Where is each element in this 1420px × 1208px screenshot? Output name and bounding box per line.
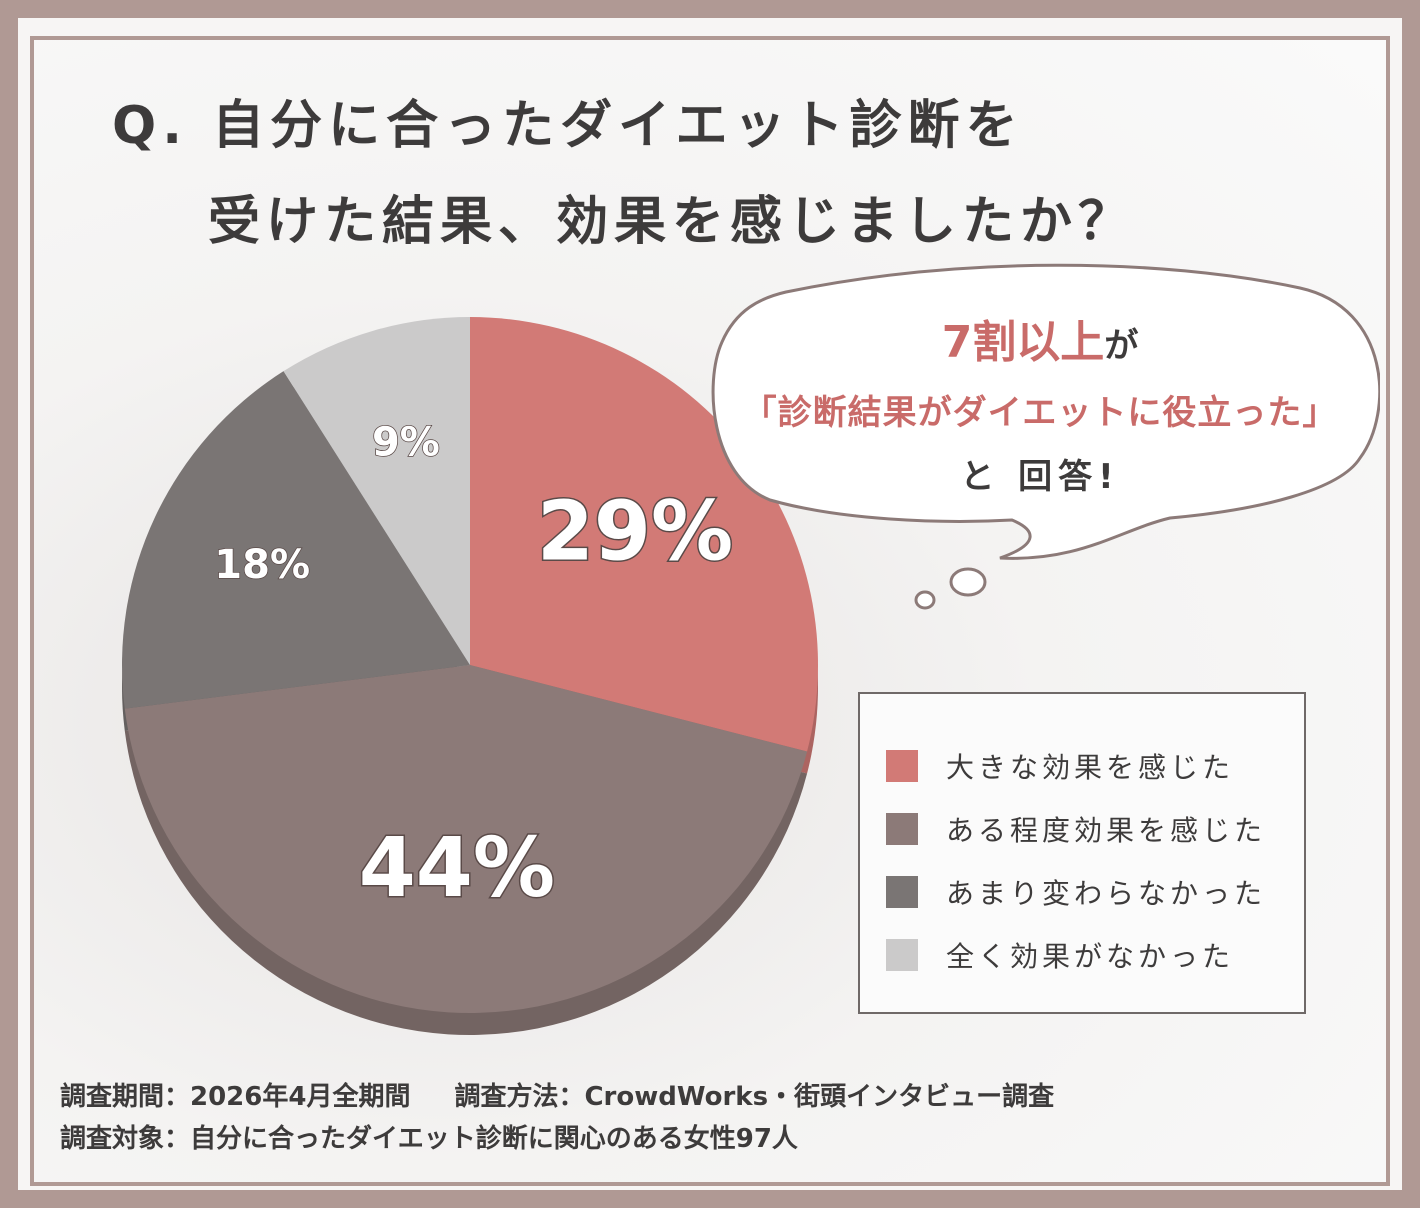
bubble-dot-small xyxy=(914,590,936,610)
callout-particle: が xyxy=(1104,326,1139,366)
callout-quote: 「診断結果がダイエットに役立った」 xyxy=(742,393,1338,433)
callout-text: 7割以上が 「診断結果がダイエットに役立った」 と 回答! xyxy=(720,308,1360,509)
legend-swatch xyxy=(886,749,918,782)
pie-slice xyxy=(283,317,470,665)
bubble-dot-large xyxy=(949,567,987,597)
legend-swatch xyxy=(886,938,918,971)
title-line-1: Q. 自分に合ったダイエット診断を xyxy=(112,96,1024,156)
legend-item-little-change: あまり変わらなかった xyxy=(886,860,1304,923)
callout-ending: と 回答! xyxy=(960,457,1120,497)
pie-data-label: 29% xyxy=(537,484,733,579)
survey-target: 調査対象：自分に合ったダイエット診断に関心のある女性97人 xyxy=(60,1124,798,1154)
page-title: Q. 自分に合ったダイエット診断を 受けた結果、効果を感じましたか？ xyxy=(112,78,1136,270)
pie-data-label: 44% xyxy=(359,821,555,916)
legend-swatch xyxy=(886,812,918,845)
legend-item-no-effect: 全く効果がなかった xyxy=(886,923,1304,986)
survey-period: 調査期間：2026年4月全期間 xyxy=(60,1082,411,1112)
pie-data-label: 9% xyxy=(372,419,440,465)
legend-label: ある程度効果を感じた xyxy=(946,813,1267,847)
thought-bubble xyxy=(711,263,1380,610)
pie-slice xyxy=(121,371,470,709)
callout-line-1: 7割以上が xyxy=(720,308,1360,381)
pie-slice xyxy=(124,665,808,1014)
legend-label: 全く効果がなかった xyxy=(946,939,1235,973)
legend-item-some-effect: ある程度効果を感じた xyxy=(886,797,1304,860)
footer-line-1: 調査期間：2026年4月全期間 調査方法：CrowdWorks・街頭インタビュー調… xyxy=(60,1076,1054,1118)
legend: 大きな効果を感じた ある程度効果を感じた あまり変わらなかった 全く効果がなかっ… xyxy=(858,692,1306,1014)
bubble-body xyxy=(711,263,1380,560)
survey-method: 調査方法：CrowdWorks・街頭インタビュー調査 xyxy=(454,1082,1055,1112)
callout-highlight: 7割以上 xyxy=(941,317,1105,368)
pie-slice xyxy=(470,317,818,752)
legend-label: 大きな効果を感じた xyxy=(946,750,1235,784)
pie-chart: 29% 44% 18% 9% xyxy=(121,317,818,1035)
legend-item-large-effect: 大きな効果を感じた xyxy=(886,734,1304,797)
pie-data-label: 18% xyxy=(214,542,310,588)
survey-footer: 調査期間：2026年4月全期間 調査方法：CrowdWorks・街頭インタビュー調… xyxy=(60,1076,1054,1160)
title-line-2: 受けた結果、効果を感じましたか？ xyxy=(208,192,1137,252)
legend-swatch xyxy=(886,875,918,908)
legend-label: あまり変わらなかった xyxy=(946,876,1267,910)
